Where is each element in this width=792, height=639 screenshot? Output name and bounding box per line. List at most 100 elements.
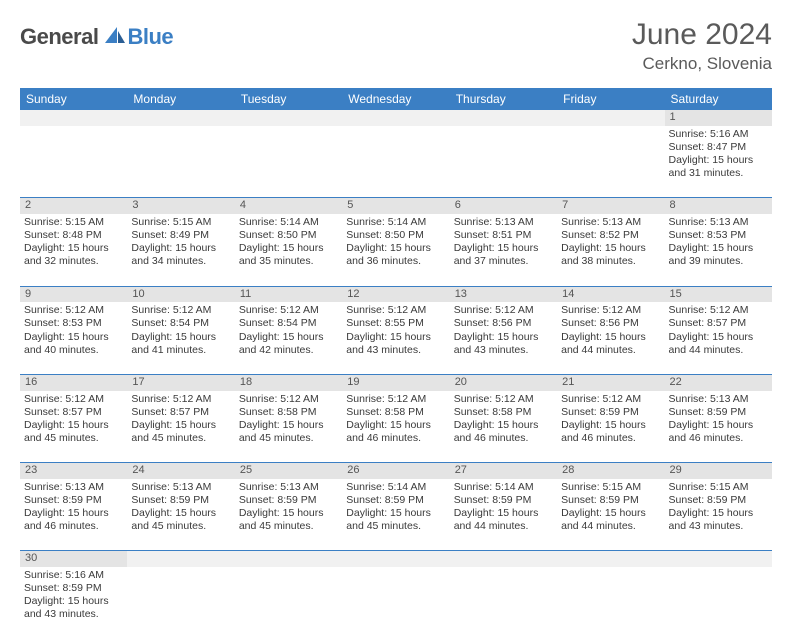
day-info-row: Sunrise: 5:15 AMSunset: 8:48 PMDaylight:… [20, 214, 772, 286]
day-info-cell: Sunrise: 5:12 AMSunset: 8:54 PMDaylight:… [127, 302, 234, 374]
day-number-cell [450, 551, 557, 567]
weekday-header: Wednesday [342, 88, 449, 110]
sunrise-line: Sunrise: 5:13 AM [669, 393, 768, 406]
daylight-line: Daylight: 15 hours and 37 minutes. [454, 242, 553, 268]
day-info-cell: Sunrise: 5:13 AMSunset: 8:52 PMDaylight:… [557, 214, 664, 286]
day-info-cell: Sunrise: 5:13 AMSunset: 8:59 PMDaylight:… [665, 391, 772, 463]
sunrise-line: Sunrise: 5:14 AM [239, 216, 338, 229]
logo-text-blue: Blue [127, 24, 173, 50]
daylight-line: Daylight: 15 hours and 45 minutes. [239, 419, 338, 445]
day-number-cell: 26 [342, 463, 449, 479]
sunset-line: Sunset: 8:59 PM [669, 494, 768, 507]
sunset-line: Sunset: 8:50 PM [239, 229, 338, 242]
daylight-line: Daylight: 15 hours and 46 minutes. [346, 419, 445, 445]
weekday-header: Sunday [20, 88, 127, 110]
sunrise-line: Sunrise: 5:12 AM [131, 304, 230, 317]
day-number-cell: 12 [342, 286, 449, 302]
daylight-line: Daylight: 15 hours and 44 minutes. [561, 507, 660, 533]
sunrise-line: Sunrise: 5:16 AM [669, 128, 768, 141]
daylight-line: Daylight: 15 hours and 40 minutes. [24, 331, 123, 357]
daylight-line: Daylight: 15 hours and 46 minutes. [561, 419, 660, 445]
day-number-cell: 20 [450, 374, 557, 390]
day-info-cell [450, 126, 557, 198]
sunrise-line: Sunrise: 5:13 AM [239, 481, 338, 494]
sunrise-line: Sunrise: 5:12 AM [24, 304, 123, 317]
day-number-cell: 30 [20, 551, 127, 567]
sunset-line: Sunset: 8:54 PM [131, 317, 230, 330]
day-number-cell: 9 [20, 286, 127, 302]
day-info-cell: Sunrise: 5:12 AMSunset: 8:56 PMDaylight:… [557, 302, 664, 374]
sunset-line: Sunset: 8:58 PM [239, 406, 338, 419]
daylight-line: Daylight: 15 hours and 45 minutes. [346, 507, 445, 533]
daylight-line: Daylight: 15 hours and 44 minutes. [669, 331, 768, 357]
day-info-cell [235, 126, 342, 198]
day-info-cell: Sunrise: 5:15 AMSunset: 8:48 PMDaylight:… [20, 214, 127, 286]
sunset-line: Sunset: 8:53 PM [24, 317, 123, 330]
logo-sail-icon [103, 25, 127, 50]
weekday-header: Tuesday [235, 88, 342, 110]
day-number-row: 30 [20, 551, 772, 567]
day-number-row: 2345678 [20, 198, 772, 214]
day-number-cell [20, 110, 127, 126]
day-number-cell: 7 [557, 198, 664, 214]
sunset-line: Sunset: 8:51 PM [454, 229, 553, 242]
daylight-line: Daylight: 15 hours and 44 minutes. [454, 507, 553, 533]
sunset-line: Sunset: 8:59 PM [131, 494, 230, 507]
day-number-cell [557, 551, 664, 567]
day-number-cell: 28 [557, 463, 664, 479]
sunset-line: Sunset: 8:47 PM [669, 141, 768, 154]
day-number-row: 9101112131415 [20, 286, 772, 302]
sunset-line: Sunset: 8:59 PM [454, 494, 553, 507]
sunset-line: Sunset: 8:59 PM [24, 494, 123, 507]
day-info-cell: Sunrise: 5:14 AMSunset: 8:50 PMDaylight:… [342, 214, 449, 286]
daylight-line: Daylight: 15 hours and 34 minutes. [131, 242, 230, 268]
sunset-line: Sunset: 8:48 PM [24, 229, 123, 242]
day-number-cell [665, 551, 772, 567]
day-number-cell [557, 110, 664, 126]
calendar-table: SundayMondayTuesdayWednesdayThursdayFrid… [20, 88, 772, 639]
daylight-line: Daylight: 15 hours and 41 minutes. [131, 331, 230, 357]
sunrise-line: Sunrise: 5:12 AM [131, 393, 230, 406]
day-info-cell [342, 126, 449, 198]
day-info-cell: Sunrise: 5:15 AMSunset: 8:59 PMDaylight:… [665, 479, 772, 551]
daylight-line: Daylight: 15 hours and 45 minutes. [239, 507, 338, 533]
day-number-cell: 23 [20, 463, 127, 479]
daylight-line: Daylight: 15 hours and 43 minutes. [24, 595, 123, 621]
day-number-cell: 19 [342, 374, 449, 390]
month-title: June 2024 [632, 18, 772, 52]
day-info-row: Sunrise: 5:12 AMSunset: 8:53 PMDaylight:… [20, 302, 772, 374]
sunrise-line: Sunrise: 5:15 AM [669, 481, 768, 494]
weekday-header: Friday [557, 88, 664, 110]
day-info-cell: Sunrise: 5:14 AMSunset: 8:59 PMDaylight:… [342, 479, 449, 551]
day-info-cell: Sunrise: 5:12 AMSunset: 8:54 PMDaylight:… [235, 302, 342, 374]
daylight-line: Daylight: 15 hours and 32 minutes. [24, 242, 123, 268]
sunset-line: Sunset: 8:56 PM [561, 317, 660, 330]
daylight-line: Daylight: 15 hours and 43 minutes. [346, 331, 445, 357]
day-info-cell: Sunrise: 5:12 AMSunset: 8:59 PMDaylight:… [557, 391, 664, 463]
sunrise-line: Sunrise: 5:13 AM [454, 216, 553, 229]
day-number-cell: 4 [235, 198, 342, 214]
sunset-line: Sunset: 8:52 PM [561, 229, 660, 242]
day-number-cell: 17 [127, 374, 234, 390]
day-info-cell: Sunrise: 5:12 AMSunset: 8:57 PMDaylight:… [665, 302, 772, 374]
day-info-cell: Sunrise: 5:14 AMSunset: 8:50 PMDaylight:… [235, 214, 342, 286]
day-number-cell [235, 551, 342, 567]
daylight-line: Daylight: 15 hours and 35 minutes. [239, 242, 338, 268]
day-info-cell [665, 567, 772, 639]
day-number-row: 23242526272829 [20, 463, 772, 479]
sunset-line: Sunset: 8:59 PM [24, 582, 123, 595]
daylight-line: Daylight: 15 hours and 36 minutes. [346, 242, 445, 268]
day-number-row: 16171819202122 [20, 374, 772, 390]
day-info-cell: Sunrise: 5:13 AMSunset: 8:59 PMDaylight:… [235, 479, 342, 551]
sunrise-line: Sunrise: 5:13 AM [24, 481, 123, 494]
sunset-line: Sunset: 8:59 PM [669, 406, 768, 419]
sunrise-line: Sunrise: 5:15 AM [24, 216, 123, 229]
sunrise-line: Sunrise: 5:15 AM [131, 216, 230, 229]
sunset-line: Sunset: 8:59 PM [561, 494, 660, 507]
day-number-cell: 14 [557, 286, 664, 302]
sunset-line: Sunset: 8:58 PM [346, 406, 445, 419]
day-info-cell: Sunrise: 5:12 AMSunset: 8:57 PMDaylight:… [127, 391, 234, 463]
day-info-row: Sunrise: 5:16 AMSunset: 8:47 PMDaylight:… [20, 126, 772, 198]
day-info-cell: Sunrise: 5:16 AMSunset: 8:47 PMDaylight:… [665, 126, 772, 198]
day-info-cell: Sunrise: 5:12 AMSunset: 8:58 PMDaylight:… [235, 391, 342, 463]
